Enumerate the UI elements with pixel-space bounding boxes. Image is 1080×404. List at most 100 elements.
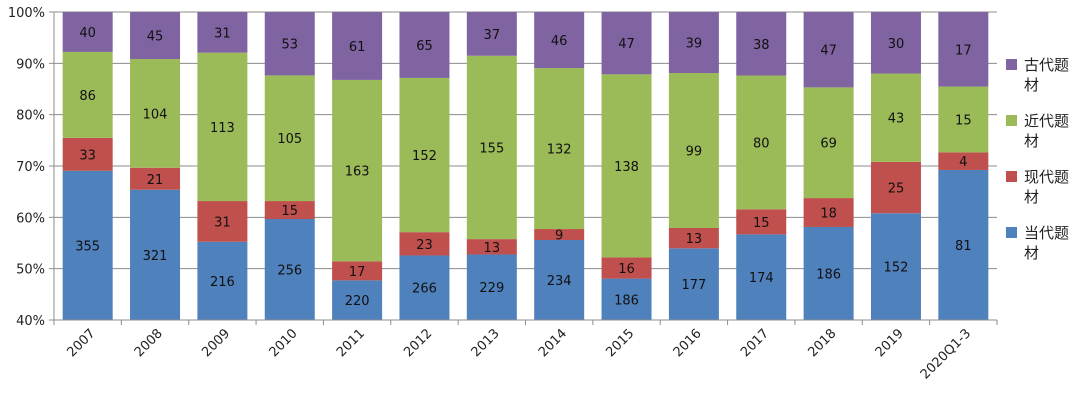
x-tick-label: 2015 [603, 326, 637, 360]
data-label: 80 [753, 136, 770, 151]
legend-swatch [1006, 227, 1017, 238]
bar-segment [62, 51, 113, 138]
data-label: 266 [412, 282, 437, 297]
bar-segment [534, 240, 585, 320]
bar-segment [736, 75, 787, 210]
data-label: 23 [416, 238, 433, 253]
bar-segment [197, 52, 248, 202]
bar-segment [332, 280, 383, 320]
bar-segment [668, 12, 719, 74]
legend-label-cont: 材 [1024, 76, 1039, 94]
data-label: 53 [281, 38, 298, 53]
bar-segment [736, 234, 787, 320]
x-tick-label: 2009 [199, 326, 233, 360]
data-label: 38 [753, 38, 770, 53]
data-label: 155 [479, 141, 504, 156]
data-label: 4 [959, 155, 967, 170]
x-tick-label: 2012 [401, 326, 435, 360]
bar-segment [197, 241, 248, 320]
data-label: 47 [618, 37, 635, 52]
data-label: 229 [479, 281, 504, 296]
x-tick-label: 2017 [738, 326, 772, 360]
data-label: 45 [147, 30, 164, 45]
data-label: 152 [412, 149, 437, 164]
x-tick-label: 2013 [469, 326, 503, 360]
bar-segment [130, 189, 181, 320]
bar-segment [62, 137, 113, 171]
bar-segment [938, 152, 989, 170]
bar-segment [534, 12, 585, 69]
y-tick-label: 100% [8, 6, 45, 21]
data-label: 13 [484, 241, 501, 256]
data-label: 18 [820, 207, 837, 222]
bar-segment [62, 12, 113, 52]
bar-segment [264, 219, 315, 320]
bar-segment [938, 169, 989, 320]
data-label: 177 [681, 278, 706, 293]
data-label: 25 [888, 182, 905, 197]
data-label: 132 [547, 143, 572, 158]
x-tick-label: 2011 [334, 326, 368, 360]
data-label: 152 [884, 261, 909, 276]
data-label: 30 [888, 37, 905, 52]
data-label: 163 [345, 165, 370, 180]
bar-segment [870, 213, 921, 320]
data-label: 17 [955, 43, 972, 58]
bar-segment [601, 12, 652, 75]
legend-label-cont: 材 [1024, 244, 1039, 262]
bar-segment [332, 79, 383, 262]
data-label: 86 [79, 89, 96, 104]
bar-segment [399, 77, 450, 233]
data-label: 47 [820, 44, 837, 59]
bar-segment [601, 257, 652, 279]
data-label: 65 [416, 39, 433, 54]
legend-label-cont: 材 [1024, 188, 1039, 206]
x-tick-label: 2016 [671, 326, 705, 360]
data-label: 31 [214, 215, 231, 230]
data-label: 81 [955, 239, 972, 254]
bar-segment [668, 73, 719, 228]
bar-segment [803, 198, 854, 227]
bar-segment [803, 226, 854, 320]
bar-segment [399, 12, 450, 78]
data-label: 37 [484, 28, 501, 43]
bar-segment [870, 73, 921, 162]
bar-segment [534, 68, 585, 230]
data-label: 15 [753, 216, 770, 231]
legend-label: 当代题 [1024, 224, 1069, 242]
bar-segment [938, 86, 989, 153]
data-label: 31 [214, 26, 231, 41]
data-label: 40 [79, 26, 96, 41]
data-label: 61 [349, 40, 366, 55]
bar-segment [736, 12, 787, 76]
bar-segment [264, 12, 315, 76]
x-tick-label: 2007 [64, 326, 98, 360]
y-tick-label: 40% [16, 314, 45, 329]
data-label: 174 [749, 271, 774, 286]
bar-segment [399, 255, 450, 320]
bar-segment [870, 12, 921, 74]
data-label: 15 [955, 113, 972, 128]
bar-segment [130, 167, 181, 190]
bar-segment [668, 248, 719, 320]
bar-segment [332, 12, 383, 80]
bar-segment [601, 74, 652, 258]
data-label: 355 [75, 239, 100, 254]
data-label: 9 [555, 229, 563, 244]
x-tick-label: 2010 [267, 326, 301, 360]
bar-segment [466, 12, 517, 56]
y-tick-label: 90% [16, 57, 45, 72]
legend-label-cont: 材 [1024, 132, 1039, 150]
legend-label: 近代题 [1024, 112, 1069, 130]
x-tick-label: 2014 [536, 326, 570, 360]
x-tick-label: 2019 [873, 326, 907, 360]
legend-swatch [1006, 115, 1017, 126]
data-label: 113 [210, 121, 235, 136]
bar-segment [62, 170, 113, 320]
bar-segment [264, 201, 315, 220]
bar-segment [466, 55, 517, 240]
data-label: 220 [345, 294, 370, 309]
bar-segment [803, 12, 854, 88]
